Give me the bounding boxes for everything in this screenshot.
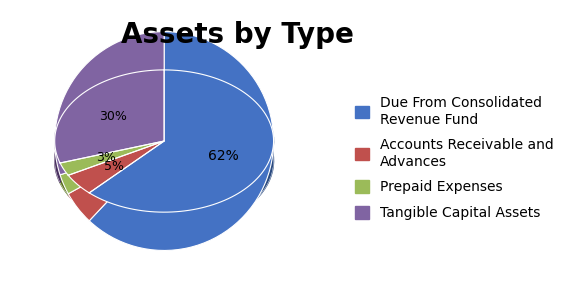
Polygon shape	[55, 70, 164, 163]
Polygon shape	[60, 141, 164, 175]
Text: 30%: 30%	[99, 110, 127, 123]
Text: 3%: 3%	[96, 151, 116, 164]
Polygon shape	[89, 70, 273, 232]
Ellipse shape	[55, 90, 273, 232]
Wedge shape	[89, 32, 273, 251]
Text: 5%: 5%	[104, 160, 124, 173]
Polygon shape	[60, 163, 68, 195]
Text: 62%: 62%	[208, 149, 238, 163]
Polygon shape	[68, 175, 89, 213]
Polygon shape	[55, 70, 164, 183]
Wedge shape	[60, 141, 164, 194]
Polygon shape	[89, 70, 273, 212]
Wedge shape	[68, 141, 164, 221]
Legend: Due From Consolidated
Revenue Fund, Accounts Receivable and
Advances, Prepaid Ex: Due From Consolidated Revenue Fund, Acco…	[355, 96, 554, 220]
Wedge shape	[55, 32, 164, 175]
Text: Assets by Type: Assets by Type	[121, 21, 354, 49]
Polygon shape	[68, 141, 164, 193]
